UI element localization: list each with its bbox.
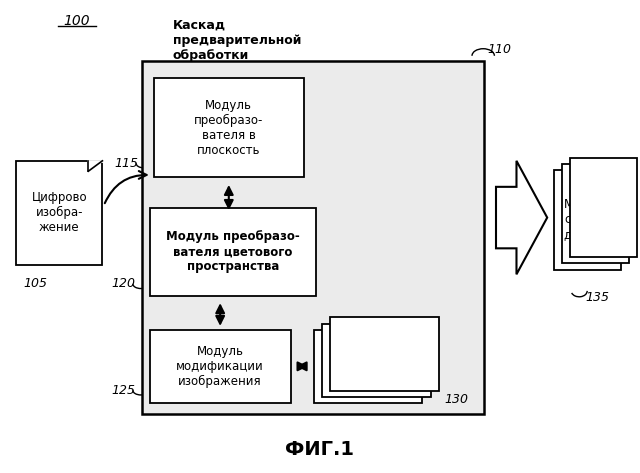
Text: Модуль
модификации
изображения: Модуль модификации изображения bbox=[176, 345, 264, 388]
Bar bbox=[150, 208, 316, 296]
Bar bbox=[314, 330, 422, 403]
Text: Модуль
сжатия
данных: Модуль сжатия данных bbox=[564, 199, 611, 241]
Text: Параметры
управ-
ления: Параметры управ- ления bbox=[333, 345, 403, 388]
Text: 115: 115 bbox=[115, 157, 139, 170]
Text: Модуль
преобразо-
вателя в
плоскость: Модуль преобразо- вателя в плоскость bbox=[194, 99, 264, 157]
Text: 130: 130 bbox=[445, 393, 468, 406]
Text: 120: 120 bbox=[112, 277, 136, 290]
Bar bbox=[330, 317, 439, 391]
Text: Модуль преобразо-
вателя цветового
пространства: Модуль преобразо- вателя цветового прост… bbox=[166, 230, 300, 273]
Polygon shape bbox=[496, 161, 547, 274]
Bar bbox=[154, 78, 304, 177]
Bar bbox=[142, 61, 484, 414]
Bar bbox=[554, 170, 621, 270]
Bar bbox=[570, 158, 637, 257]
Bar bbox=[150, 330, 291, 403]
Text: 125: 125 bbox=[112, 384, 136, 397]
Bar bbox=[322, 324, 431, 397]
Bar bbox=[562, 164, 629, 263]
Bar bbox=[16, 161, 102, 265]
Text: ФИГ.1: ФИГ.1 bbox=[285, 440, 355, 459]
Text: Каскад
предварительной
обработки: Каскад предварительной обработки bbox=[173, 19, 301, 61]
Text: 100: 100 bbox=[63, 14, 90, 28]
Text: 110: 110 bbox=[487, 43, 511, 56]
Text: 135: 135 bbox=[586, 291, 610, 305]
Text: Цифрово
изобра-
жение: Цифрово изобра- жение bbox=[31, 191, 87, 235]
Text: 105: 105 bbox=[23, 277, 47, 290]
